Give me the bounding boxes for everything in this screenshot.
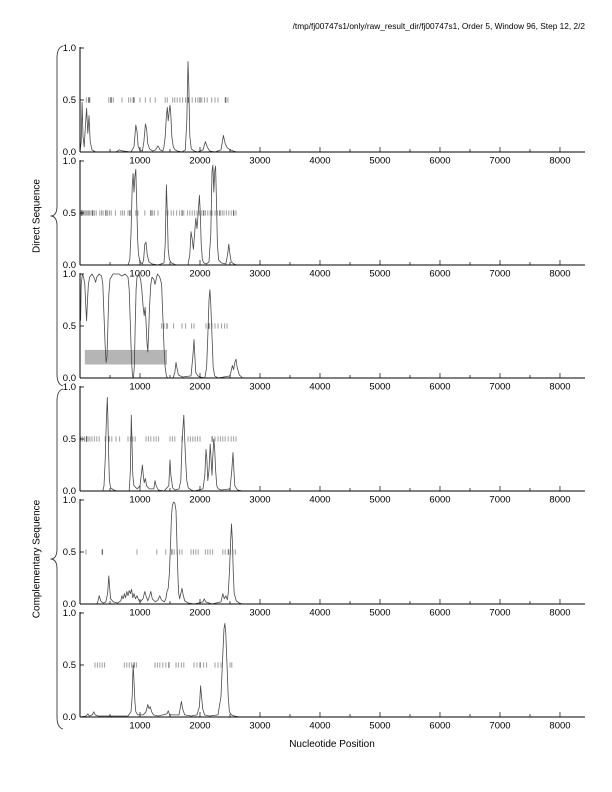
y-tick-label: 0.0 <box>63 486 76 497</box>
x-tick-label: 5000 <box>369 156 390 167</box>
x-tick-label: 7000 <box>489 721 510 732</box>
panel-direct-frame-2: 0.0 0.5 1.0 1000 2000 3000 4000 5000 6000 7000 800… <box>63 156 585 280</box>
x-tick-label: 2000 <box>189 269 210 280</box>
x-tick-label: 2000 <box>189 721 210 732</box>
x-tick-label: 4000 <box>309 721 330 732</box>
y-tick-label: 0.0 <box>63 373 76 384</box>
codon-marks <box>80 436 237 442</box>
y-tick-label: 0.0 <box>63 712 76 723</box>
y-tick-label: 0.5 <box>63 660 76 671</box>
x-tick-label: 5000 <box>369 495 390 506</box>
x-tick-label: 8000 <box>549 156 570 167</box>
panel-complementary-frame-2: 0.0 0.5 1.0 1000 2000 3000 4000 5000 6000 7000 800… <box>63 495 585 619</box>
panel-complementary-frame-1: 0.0 0.5 1.0 1000 2000 3000 4000 5000 6000 7000 800… <box>63 382 585 506</box>
x-tick-label: 4000 <box>309 495 330 506</box>
y-tick-label: 0.5 <box>63 547 76 558</box>
y-tick-label: 0.0 <box>63 599 76 610</box>
x-tick-label: 8000 <box>549 608 570 619</box>
probability-curve <box>80 164 584 266</box>
x-tick-label: 6000 <box>429 721 450 732</box>
y-tick-label: 1.0 <box>63 269 76 280</box>
x-tick-label: 8000 <box>549 382 570 393</box>
x-tick-label: 3000 <box>249 156 270 167</box>
complementary-group-brace <box>50 388 64 730</box>
x-tick-label: 6000 <box>429 495 450 506</box>
x-tick-label: 2000 <box>189 608 210 619</box>
direct-group-brace <box>50 45 64 387</box>
x-tick-label: 1000 <box>129 382 150 393</box>
x-tick-label: 5000 <box>369 721 390 732</box>
codon-marks <box>80 210 237 216</box>
y-tick-label: 0.5 <box>63 95 76 106</box>
x-tick-label: 4000 <box>309 382 330 393</box>
y-tick-label: 0.5 <box>63 208 76 219</box>
x-tick-label: 7000 <box>489 382 510 393</box>
predicted-gene-bar <box>84 349 167 365</box>
x-tick-label: 5000 <box>369 608 390 619</box>
probability-curve <box>80 501 584 605</box>
y-tick-label: 1.0 <box>63 43 76 54</box>
x-tick-label: 5000 <box>369 269 390 280</box>
x-tick-label: 2000 <box>189 156 210 167</box>
x-tick-label: 3000 <box>249 495 270 506</box>
x-tick-label: 7000 <box>489 156 510 167</box>
y-tick-label: 1.0 <box>63 608 76 619</box>
complementary-sequence-label: Complementary Sequence <box>31 499 43 619</box>
panel-complementary-frame-3: 0.0 0.5 1.0 1000 2000 3000 4000 5000 6000 7000 800… <box>63 608 585 732</box>
panel-direct-frame-3: 0.0 0.5 1.0 1000 2000 3000 4000 5000 6000 7000 800… <box>63 269 585 393</box>
x-tick-label: 2000 <box>189 495 210 506</box>
x-tick-label: 6000 <box>429 608 450 619</box>
codon-marks <box>94 662 233 668</box>
probability-curve <box>79 623 584 718</box>
x-tick-label: 5000 <box>369 382 390 393</box>
x-tick-label: 1000 <box>129 156 150 167</box>
x-tick-label: 7000 <box>489 608 510 619</box>
x-tick-label: 3000 <box>249 721 270 732</box>
direct-sequence-label: Direct Sequence <box>31 179 43 253</box>
x-tick-label: 1000 <box>129 495 150 506</box>
x-tick-label: 1000 <box>129 608 150 619</box>
x-tick-label: 3000 <box>249 608 270 619</box>
x-axis-title: Nucleotide Position <box>289 739 375 750</box>
y-tick-label: 0.0 <box>63 260 76 271</box>
x-tick-label: 8000 <box>549 721 570 732</box>
x-tick-label: 6000 <box>429 269 450 280</box>
x-tick-label: 3000 <box>249 382 270 393</box>
x-tick-label: 4000 <box>309 156 330 167</box>
codon-marks <box>85 97 229 103</box>
x-tick-label: 8000 <box>549 495 570 506</box>
x-tick-label: 1000 <box>129 269 150 280</box>
y-tick-label: 0.5 <box>63 321 76 332</box>
x-tick-label: 6000 <box>429 382 450 393</box>
x-tick-label: 7000 <box>489 495 510 506</box>
y-tick-label: 1.0 <box>63 156 76 167</box>
codon-marks <box>85 549 236 555</box>
x-tick-label: 1000 <box>129 721 150 732</box>
x-tick-label: 2000 <box>189 382 210 393</box>
y-tick-label: 1.0 <box>63 382 76 393</box>
probability-curve <box>80 273 584 379</box>
plot-title: /tmp/fj00747s1/only/raw_result_dir/fj007… <box>292 21 585 31</box>
x-tick-label: 6000 <box>429 156 450 167</box>
x-tick-label: 3000 <box>249 269 270 280</box>
probability-curve <box>79 61 584 153</box>
x-tick-label: 7000 <box>489 269 510 280</box>
x-tick-label: 4000 <box>309 608 330 619</box>
y-tick-label: 0.5 <box>63 434 76 445</box>
x-tick-label: 4000 <box>309 269 330 280</box>
x-tick-label: 8000 <box>549 269 570 280</box>
y-tick-label: 0.0 <box>63 147 76 158</box>
y-tick-label: 1.0 <box>63 495 76 506</box>
panel-direct-frame-1: 0.0 0.5 1.0 1000 2000 3000 4000 5000 6000 7000 800… <box>63 43 585 167</box>
codon-marks <box>161 323 228 329</box>
probability-curve <box>80 396 584 492</box>
